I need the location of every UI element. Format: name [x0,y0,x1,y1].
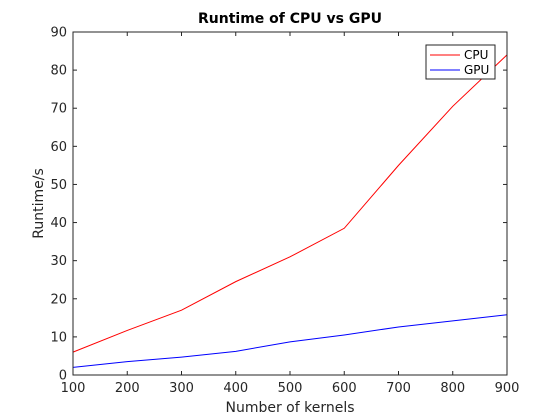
y-tick-label: 20 [50,292,67,307]
x-tick-label: 400 [223,381,248,396]
y-tick-label: 60 [50,140,67,155]
y-tick-label: 10 [50,330,67,345]
x-tick-label: 700 [386,381,411,396]
legend-label-gpu: GPU [464,63,489,77]
y-tick-label: 30 [50,254,67,269]
y-tick-label: 70 [50,102,67,117]
y-axis-label: Runtime/s [31,168,47,239]
x-tick-label: 600 [332,381,357,396]
y-tick-label: 40 [50,216,67,231]
x-tick-label: 800 [440,381,465,396]
x-tick-label: 500 [278,381,303,396]
series-line-cpu [72,54,508,353]
chart-title: Runtime of CPU vs GPU [198,11,382,27]
legend-label-cpu: CPU [464,48,488,62]
y-tick-label: 50 [50,178,67,193]
legend-box [425,44,496,80]
series-line-gpu [72,314,508,368]
plot-area [73,32,507,375]
x-axis-label: Number of kernels [225,400,354,416]
x-tick-label: 100 [61,381,86,396]
x-tick-label: 200 [115,381,140,396]
series-layer [72,54,508,368]
y-tick-label: 0 [59,369,67,384]
y-tick-label: 80 [50,64,67,79]
x-tick-label: 900 [495,381,520,396]
x-tick-label: 300 [169,381,194,396]
y-tick-label: 90 [50,26,67,41]
ticks-layer: 100 200 300 400 500 600 700 800 900 0 10 20 30 40 50 60… [50,26,519,397]
